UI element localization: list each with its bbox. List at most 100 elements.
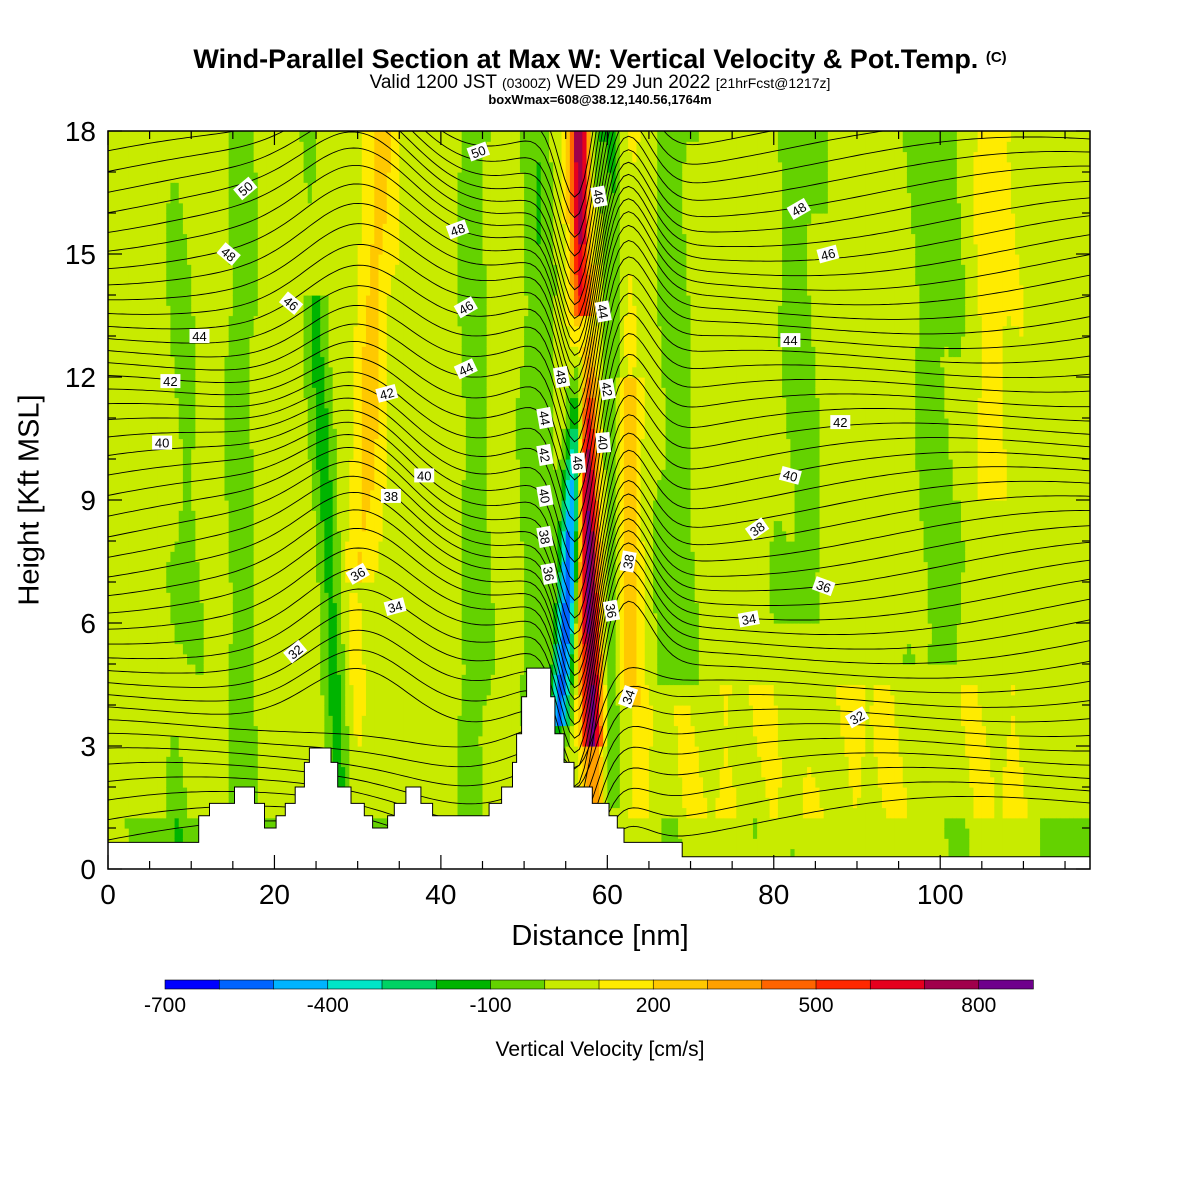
velocity-cell: [199, 489, 205, 501]
velocity-cell: [166, 530, 172, 542]
velocity-cell: [299, 602, 305, 614]
velocity-cell: [162, 510, 167, 522]
velocity-cell: [199, 469, 205, 481]
velocity-cell: [224, 510, 230, 522]
velocity-cell: [341, 428, 346, 440]
velocity-cell: [261, 264, 267, 276]
velocity-cell: [266, 377, 271, 388]
velocity-cell: [236, 541, 242, 552]
velocity-cell: [261, 582, 267, 593]
velocity-cell: [132, 623, 138, 634]
velocity-cell: [374, 520, 380, 532]
velocity-cell: [187, 397, 192, 409]
velocity-cell: [166, 418, 172, 429]
velocity-cell: [207, 336, 213, 347]
velocity-cell: [345, 418, 350, 429]
velocity-cell: [353, 151, 359, 163]
velocity-cell: [216, 243, 221, 255]
velocity-cell: [316, 438, 321, 450]
velocity-cell: [245, 223, 251, 235]
velocity-cell: [353, 705, 359, 716]
velocity-cell: [286, 787, 292, 798]
velocity-cell: [203, 151, 209, 163]
velocity-cell: [374, 192, 380, 204]
velocity-cell: [341, 746, 346, 757]
velocity-cell: [361, 223, 367, 235]
velocity-cell: [303, 561, 309, 573]
velocity-cell: [145, 407, 151, 419]
velocity-cell: [295, 674, 301, 686]
velocity-cell: [253, 746, 259, 757]
velocity-cell: [236, 653, 242, 665]
velocity-cell: [316, 664, 321, 675]
velocity-cell: [199, 797, 205, 809]
velocity-cell: [145, 377, 151, 388]
velocity-cell: [108, 633, 113, 645]
velocity-cell: [162, 346, 167, 358]
velocity-cell: [382, 397, 388, 409]
velocity-cell: [370, 674, 375, 686]
velocity-cell: [203, 705, 209, 716]
velocity-cell: [182, 489, 188, 501]
velocity-cell: [349, 213, 355, 224]
velocity-cell: [220, 397, 226, 409]
velocity-cell: [278, 325, 284, 337]
velocity-cell: [341, 459, 346, 470]
velocity-cell: [357, 315, 363, 327]
velocity-cell: [349, 582, 355, 593]
velocity-cell: [303, 356, 309, 368]
velocity-cell: [270, 264, 276, 276]
velocity-cell: [316, 254, 321, 265]
velocity-cell: [303, 694, 309, 706]
velocity-cell: [357, 551, 363, 563]
velocity-cell: [374, 817, 380, 829]
velocity-cell: [249, 530, 255, 542]
velocity-cell: [145, 182, 151, 194]
velocity-cell: [132, 356, 138, 368]
velocity-cell: [228, 602, 234, 614]
velocity-cell: [245, 469, 251, 481]
velocity-cell: [120, 315, 126, 327]
velocity-cell: [278, 705, 284, 716]
velocity-cell: [224, 131, 230, 142]
velocity-cell: [361, 633, 367, 645]
velocity-cell: [328, 264, 334, 276]
velocity-cell: [128, 787, 134, 798]
velocity-cell: [320, 438, 325, 450]
velocity-cell: [257, 264, 263, 276]
velocity-cell: [349, 469, 355, 481]
velocity-cell: [261, 315, 267, 327]
velocity-cell: [153, 243, 159, 255]
velocity-cell: [353, 407, 359, 419]
velocity-cell: [316, 202, 321, 214]
velocity-cell: [170, 571, 176, 583]
velocity-cell: [166, 756, 172, 768]
velocity-cell: [349, 346, 355, 358]
velocity-cell: [324, 582, 330, 593]
velocity-cell: [295, 325, 301, 337]
velocity-cell: [349, 602, 355, 614]
velocity-cell: [261, 541, 267, 552]
velocity-cell: [257, 694, 263, 706]
velocity-cell: [261, 766, 267, 778]
velocity-cell: [199, 346, 205, 358]
velocity-cell: [295, 141, 301, 153]
velocity-cell: [374, 746, 380, 757]
velocity-cell: [178, 530, 184, 542]
velocity-cell: [182, 643, 188, 655]
velocity-cell: [345, 223, 350, 235]
velocity-cell: [224, 213, 230, 224]
velocity-cell: [108, 766, 113, 778]
velocity-cell: [199, 202, 205, 214]
velocity-cell: [370, 325, 375, 337]
velocity-cell: [382, 428, 388, 440]
velocity-cell: [270, 633, 276, 645]
velocity-cell: [170, 315, 176, 327]
velocity-cell: [307, 715, 313, 727]
velocity-cell: [349, 438, 355, 450]
velocity-cell: [361, 192, 367, 204]
velocity-cell: [153, 592, 159, 604]
velocity-cell: [357, 787, 363, 798]
velocity-cell: [128, 397, 134, 409]
velocity-cell: [162, 653, 167, 665]
